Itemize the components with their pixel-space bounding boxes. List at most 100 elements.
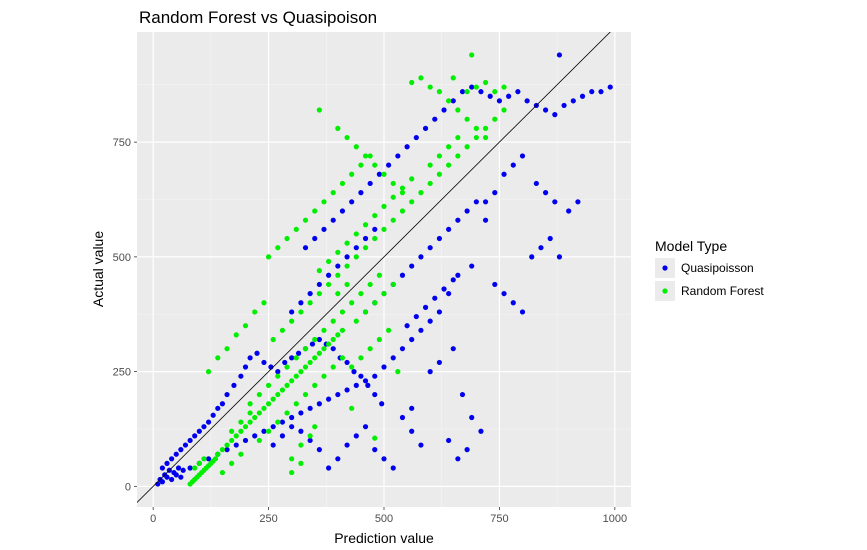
data-point-random-forest bbox=[335, 272, 341, 278]
data-point-random-forest bbox=[353, 254, 359, 260]
legend-title: Model Type bbox=[655, 238, 727, 254]
data-point-quasipoisson bbox=[316, 336, 322, 343]
data-point-random-forest bbox=[321, 327, 327, 333]
data-point-quasipoisson bbox=[242, 437, 249, 444]
data-point-random-forest bbox=[446, 162, 452, 168]
data-point-random-forest bbox=[247, 410, 253, 416]
data-point-random-forest bbox=[302, 391, 309, 398]
data-point-random-forest bbox=[353, 231, 359, 237]
data-point-quasipoisson bbox=[372, 373, 378, 379]
data-point-random-forest bbox=[344, 134, 350, 141]
data-point-quasipoisson bbox=[205, 419, 212, 425]
data-point-quasipoisson bbox=[598, 89, 604, 95]
data-point-random-forest bbox=[353, 318, 359, 324]
chart-title: Random Forest vs Quasipoison bbox=[139, 8, 377, 27]
data-point-quasipoisson bbox=[362, 424, 369, 430]
data-point-quasipoisson bbox=[242, 364, 249, 370]
data-point-quasipoisson bbox=[575, 199, 581, 205]
data-point-random-forest bbox=[349, 405, 355, 411]
data-point-quasipoisson bbox=[254, 350, 260, 356]
data-point-random-forest bbox=[284, 410, 290, 416]
data-point-quasipoisson bbox=[349, 199, 355, 205]
data-point-random-forest bbox=[293, 355, 299, 361]
data-point-random-forest bbox=[275, 373, 281, 379]
data-point-random-forest bbox=[372, 300, 378, 306]
data-point-random-forest bbox=[335, 290, 341, 297]
data-point-random-forest bbox=[492, 89, 498, 95]
data-point-random-forest bbox=[409, 199, 415, 205]
data-point-quasipoisson bbox=[533, 180, 539, 187]
data-point-quasipoisson bbox=[201, 424, 207, 430]
data-point-quasipoisson bbox=[519, 153, 526, 159]
data-point-random-forest bbox=[238, 419, 244, 425]
data-point-quasipoisson bbox=[312, 235, 318, 242]
data-point-random-forest bbox=[386, 327, 392, 333]
data-point-quasipoisson bbox=[427, 245, 433, 251]
data-point-quasipoisson bbox=[436, 309, 443, 315]
data-point-quasipoisson bbox=[335, 263, 341, 269]
data-point-random-forest bbox=[473, 84, 479, 90]
data-point-quasipoisson bbox=[289, 424, 295, 430]
data-point-quasipoisson bbox=[496, 98, 503, 104]
data-point-quasipoisson bbox=[379, 401, 385, 407]
data-point-quasipoisson bbox=[547, 235, 553, 242]
data-point-quasipoisson bbox=[413, 313, 419, 320]
data-point-quasipoisson bbox=[261, 428, 267, 434]
data-point-random-forest bbox=[353, 144, 359, 150]
data-point-random-forest bbox=[446, 98, 452, 104]
data-point-quasipoisson bbox=[409, 428, 415, 434]
data-point-random-forest bbox=[293, 401, 299, 407]
data-point-random-forest bbox=[247, 401, 253, 407]
data-point-quasipoisson bbox=[362, 378, 369, 384]
data-point-quasipoisson bbox=[353, 245, 359, 251]
data-point-random-forest bbox=[298, 369, 304, 375]
data-point-quasipoisson bbox=[302, 245, 309, 251]
data-point-quasipoisson bbox=[556, 52, 563, 58]
data-point-quasipoisson bbox=[344, 254, 350, 260]
data-point-random-forest bbox=[265, 428, 272, 434]
data-point-random-forest bbox=[367, 281, 373, 288]
data-point-quasipoisson bbox=[446, 437, 452, 444]
data-point-quasipoisson bbox=[224, 447, 230, 453]
data-point-random-forest bbox=[455, 153, 461, 159]
data-point-quasipoisson bbox=[501, 171, 507, 177]
data-point-quasipoisson bbox=[159, 465, 165, 471]
data-point-quasipoisson bbox=[238, 373, 244, 379]
data-point-random-forest bbox=[339, 327, 346, 333]
data-point-quasipoisson bbox=[441, 286, 447, 292]
data-point-quasipoisson bbox=[175, 465, 182, 471]
data-point-random-forest bbox=[450, 75, 456, 81]
data-point-random-forest bbox=[219, 469, 226, 476]
data-point-random-forest bbox=[325, 281, 332, 288]
data-point-quasipoisson bbox=[224, 391, 230, 398]
data-point-quasipoisson bbox=[510, 162, 516, 168]
data-point-random-forest bbox=[284, 382, 290, 388]
data-point-random-forest bbox=[215, 355, 221, 361]
data-point-quasipoisson bbox=[538, 245, 544, 251]
data-point-quasipoisson bbox=[325, 396, 332, 402]
data-point-random-forest bbox=[349, 364, 355, 370]
data-point-quasipoisson bbox=[519, 309, 526, 315]
data-point-random-forest bbox=[358, 355, 364, 361]
data-point-random-forest bbox=[238, 451, 244, 457]
data-point-random-forest bbox=[312, 336, 318, 343]
y-tick-label: 500 bbox=[113, 252, 131, 264]
data-point-random-forest bbox=[372, 162, 378, 168]
y-axis-title: Actual value bbox=[90, 231, 106, 307]
data-point-quasipoisson bbox=[436, 359, 443, 366]
data-point-random-forest bbox=[256, 410, 262, 416]
x-tick-label: 0 bbox=[150, 513, 156, 525]
data-point-random-forest bbox=[256, 391, 262, 398]
data-point-random-forest bbox=[302, 217, 309, 223]
data-point-random-forest bbox=[469, 52, 475, 58]
data-point-random-forest bbox=[312, 208, 318, 214]
data-point-quasipoisson bbox=[469, 263, 475, 269]
data-point-random-forest bbox=[265, 382, 272, 388]
data-point-quasipoisson bbox=[178, 447, 184, 453]
data-point-random-forest bbox=[473, 125, 479, 131]
data-point-random-forest bbox=[321, 346, 327, 352]
data-point-quasipoisson bbox=[422, 304, 429, 310]
data-point-random-forest bbox=[261, 300, 267, 306]
data-point-quasipoisson bbox=[325, 465, 332, 471]
data-point-random-forest bbox=[381, 290, 387, 297]
